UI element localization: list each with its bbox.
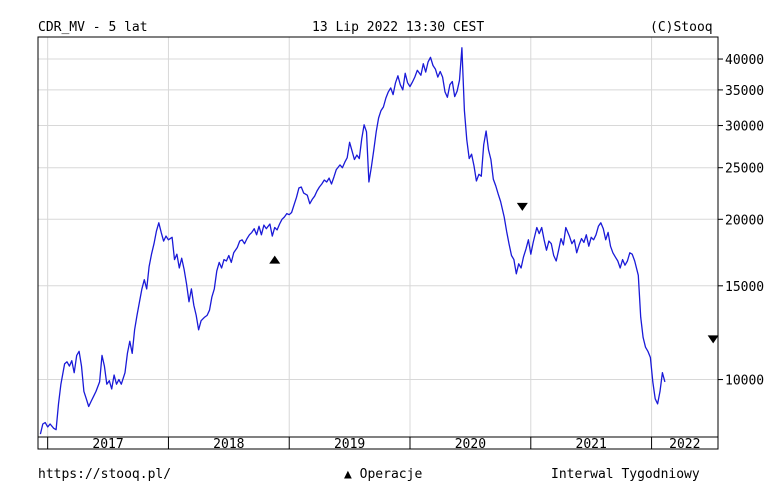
plot-frame [37, 36, 719, 450]
x-tick-label: 2017 [92, 437, 123, 452]
legend-operations-label: Operacje [359, 467, 423, 482]
y-axis: 10000 15000 20000 25000 30000 35000 40000 [718, 53, 764, 389]
buy-marker [269, 255, 281, 264]
sell-marker [516, 202, 528, 211]
x-tick-label: 2020 [455, 437, 486, 452]
source-link[interactable]: https://stooq.pl/ [38, 467, 172, 482]
chart-grid [38, 37, 718, 437]
y-tick-label: 35000 [725, 84, 764, 99]
sell-marker [707, 335, 719, 344]
y-tick-label: 25000 [725, 162, 764, 177]
x-axis: 2017 2018 2019 2020 2021 2022 [38, 436, 718, 452]
chart-header-copyright: (C)Stooq [650, 20, 713, 35]
chart-markers [269, 202, 719, 344]
y-tick-label: 15000 [725, 280, 764, 295]
interval-label: Interwal Tygodniowy [551, 467, 700, 482]
x-tick-label: 2019 [334, 437, 365, 452]
x-tick-label: 2021 [576, 437, 607, 452]
chart-header-left: CDR_MV - 5 lat [38, 20, 148, 35]
x-tick-label: 2022 [669, 437, 700, 452]
legend-operations: ▲ Operacje [344, 467, 422, 482]
y-tick-label: 40000 [725, 53, 764, 68]
y-tick-label: 30000 [725, 120, 764, 135]
x-tick-label: 2018 [213, 437, 244, 452]
price-line [39, 47, 666, 435]
y-tick-label: 10000 [725, 374, 764, 389]
y-tick-label: 20000 [725, 213, 764, 228]
chart-series [39, 47, 666, 435]
operations-marker-icon: ▲ [344, 467, 352, 482]
chart-header-date: 13 Lip 2022 13:30 CEST [312, 20, 485, 35]
